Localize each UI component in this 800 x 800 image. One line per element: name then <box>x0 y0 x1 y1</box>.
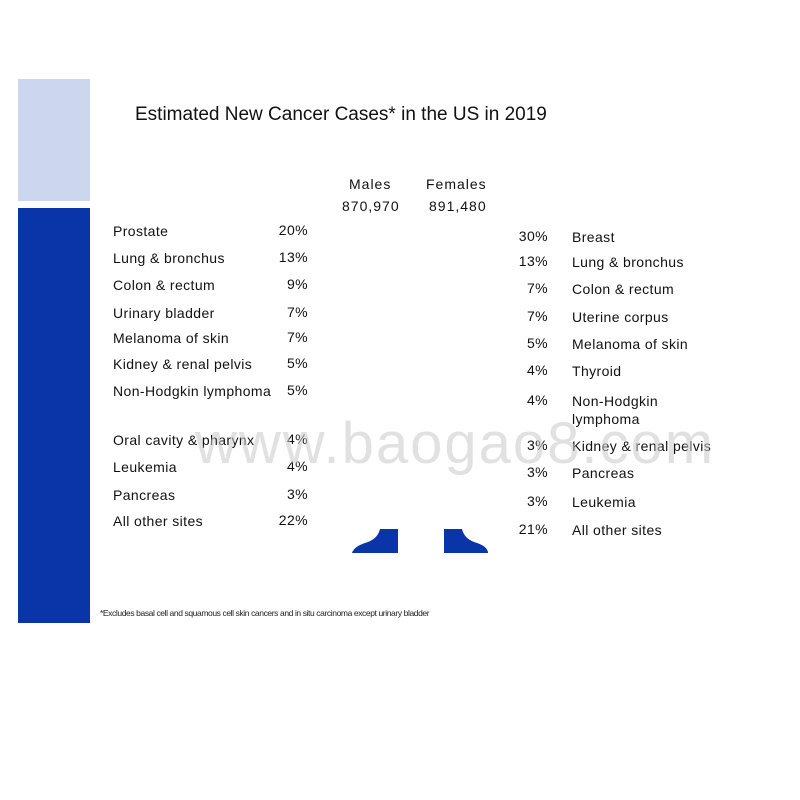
female-percent: 13% <box>518 253 548 269</box>
female-site: Lung & bronchus <box>572 254 684 270</box>
male-percent: 7% <box>286 329 308 345</box>
female-percent: 4% <box>526 392 548 408</box>
male-percent: 13% <box>278 249 308 265</box>
female-site: Uterine corpus <box>572 309 669 325</box>
male-percent: 4% <box>286 458 308 474</box>
female-site: Pancreas <box>572 465 635 481</box>
male-percent: 7% <box>286 304 308 320</box>
male-percent: 3% <box>286 486 308 502</box>
male-site: Pancreas <box>113 487 176 503</box>
female-site: Breast <box>572 229 615 245</box>
female-percent: 21% <box>518 521 548 537</box>
male-site: Non-Hodgkin lymphoma <box>113 383 272 399</box>
male-site: Kidney & renal pelvis <box>113 356 253 372</box>
female-site: Thyroid <box>572 363 622 379</box>
male-percent: 4% <box>286 431 308 447</box>
male-site: Leukemia <box>113 459 177 475</box>
female-percent: 7% <box>526 308 548 324</box>
female-percent: 4% <box>526 362 548 378</box>
male-site: Lung & bronchus <box>113 250 225 266</box>
male-percent: 5% <box>286 382 308 398</box>
male-site: Prostate <box>113 223 169 239</box>
male-site: All other sites <box>113 513 204 529</box>
female-site: Non-Hodgkin lymphoma <box>572 393 659 427</box>
male-percent: 9% <box>286 276 308 292</box>
female-site: Colon & rectum <box>572 281 675 297</box>
female-site: All other sites <box>572 522 663 538</box>
female-percent: 7% <box>526 280 548 296</box>
watermark: www.baogao8.com <box>195 411 716 476</box>
female-site: Kidney & renal pelvis <box>572 438 712 454</box>
footnote: *Excludes basal cell and squamous cell s… <box>100 608 430 618</box>
title: Estimated New Cancer Cases* in the US in… <box>135 104 547 125</box>
male-percent: 20% <box>278 222 308 238</box>
male-site: Colon & rectum <box>113 277 216 293</box>
male-site: Oral cavity & pharynx <box>113 432 255 448</box>
female-site: Melanoma of skin <box>572 336 689 352</box>
female-percent: 3% <box>526 493 548 509</box>
male-percent: 5% <box>286 355 308 371</box>
female-percent: 30% <box>518 228 548 244</box>
females-heading: Females <box>426 176 487 192</box>
female-site: Leukemia <box>572 494 636 510</box>
accent-light <box>18 79 90 201</box>
females-total: 891,480 <box>429 198 487 214</box>
female-percent: 5% <box>526 335 548 351</box>
male-site: Urinary bladder <box>113 305 215 321</box>
males-heading: Males <box>349 176 392 192</box>
male-percent: 22% <box>278 512 308 528</box>
males-total: 870,970 <box>342 198 400 214</box>
feet-icon <box>352 529 488 553</box>
female-percent: 3% <box>526 437 548 453</box>
female-percent: 3% <box>526 464 548 480</box>
male-site: Melanoma of skin <box>113 330 230 346</box>
accent-dark <box>18 208 90 623</box>
